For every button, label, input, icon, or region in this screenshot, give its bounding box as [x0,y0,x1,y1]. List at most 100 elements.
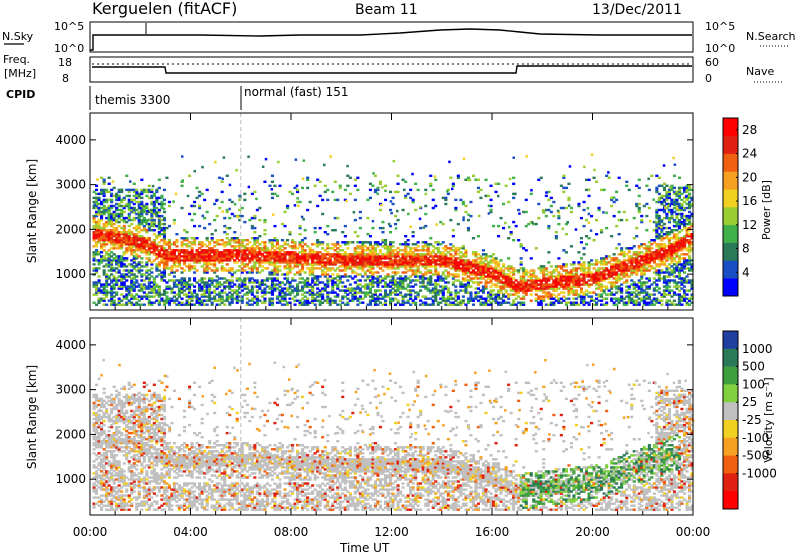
heatmap-cell [572,263,576,266]
heatmap-cell [205,249,209,252]
heatmap-cell [286,293,290,296]
heatmap-cell [97,279,101,282]
heatmap-cell [92,237,96,240]
heatmap-cell [351,289,355,292]
heatmap-cell [557,287,561,290]
heatmap-cell [308,269,312,272]
heatmap-cell [647,269,651,272]
heatmap-cell [233,297,237,300]
heatmap-cell [263,289,267,292]
heatmap-cell [107,218,111,222]
heatmap-cell [208,297,212,300]
heatmap-cell [451,267,455,270]
heatmap-cell [469,200,473,204]
heatmap-cell [542,265,546,268]
heatmap-cell [361,253,365,256]
heatmap-cell [421,277,425,280]
heatmap-cell [399,283,403,286]
heatmap-cell [245,239,249,242]
heatmap-cell [394,267,398,270]
heatmap-cell [368,253,373,256]
heatmap-cell [429,255,433,258]
heatmap-cell [105,275,109,278]
heatmap-cell [371,273,375,276]
heatmap-cell [177,303,182,306]
heatmap-cell [120,190,124,194]
heatmap-cell [117,208,121,212]
heatmap-cell [250,281,254,284]
heatmap-cell [595,303,599,306]
heatmap-cell [595,218,599,222]
heatmap-cell [426,247,430,250]
heatmap-cell [142,287,146,290]
heatmap-cell [341,255,345,258]
heatmap-cell [225,210,229,214]
heatmap-cell [353,198,357,202]
heatmap-cell [592,263,596,266]
heatmap-cell [185,255,189,258]
heatmap-cell [97,253,101,256]
heatmap-cell [494,283,498,286]
heatmap-cell [434,265,438,268]
heatmap-cell [502,293,506,296]
heatmap-cell [172,295,177,298]
heatmap-cell [298,261,302,264]
heatmap-cell [107,277,111,280]
heatmap-cell [208,289,212,292]
heatmap-cell [135,196,139,200]
heatmap-cell [484,297,488,300]
heatmap-cell [497,281,501,284]
heatmap-cell [213,291,217,294]
heatmap-cell [394,273,398,276]
heatmap-cell [218,261,222,264]
heatmap-cell [635,263,639,266]
heatmap-cell [288,263,292,266]
heatmap-cell [142,188,146,192]
heatmap-cell [338,269,342,272]
heatmap-cell [416,279,420,282]
heatmap-cell [421,301,425,304]
heatmap-cell [301,263,305,266]
heatmap-cell [461,261,465,264]
heatmap-cell [105,253,109,256]
heatmap-cell [502,301,506,304]
heatmap-cell [200,243,204,246]
heatmap-cell [203,198,207,202]
heatmap-cell [627,261,631,264]
heatmap-cell [130,279,134,282]
heatmap-cell [198,279,202,282]
heatmap-cell [647,251,651,254]
heatmap-cell [574,267,579,270]
heatmap-cell [193,261,197,264]
heatmap-cell [275,261,280,264]
heatmap-cell [424,245,428,248]
heatmap-cell [522,301,526,304]
heatmap-cell [371,245,375,248]
heatmap-cell [366,303,370,306]
heatmap-cell [610,267,614,270]
heatmap-cell [135,297,139,300]
heatmap-cell [499,216,503,220]
heatmap-cell [150,291,154,294]
heatmap-cell [147,229,151,232]
heatmap-cell [411,255,415,258]
heatmap-cell [366,291,370,294]
heatmap-cell [157,289,161,292]
heatmap-cell [102,237,106,240]
heatmap-cell [180,243,184,246]
heatmap-cell [404,251,408,254]
heatmap-cell [280,249,285,252]
heatmap-cell [351,297,355,300]
heatmap-cell [607,273,611,276]
heatmap-cell [592,299,596,302]
heatmap-cell [419,303,423,306]
heatmap-cell [303,261,307,264]
heatmap-cell [569,289,574,292]
heatmap-cell [552,281,556,284]
heatmap-cell [444,265,448,268]
heatmap-cell [587,237,591,240]
heatmap-cell [366,269,370,272]
heatmap-cell [431,291,435,294]
heatmap-cell [406,251,410,254]
heatmap-cell [421,275,425,278]
